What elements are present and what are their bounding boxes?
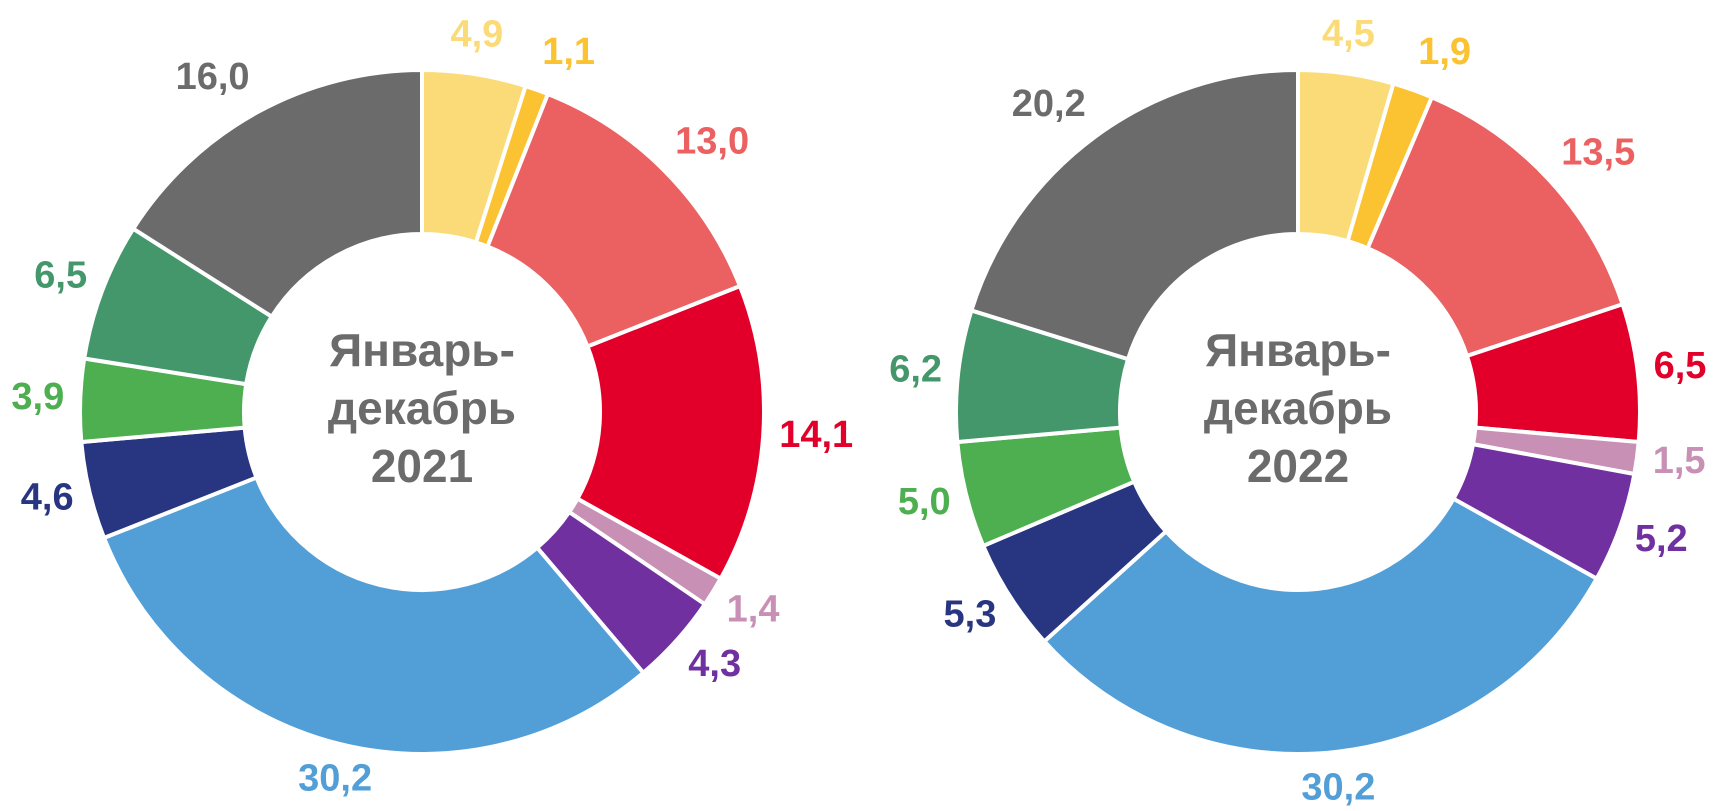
data-label: 5,3 (944, 594, 997, 636)
data-label: 13,5 (1561, 132, 1635, 174)
data-label: 16,0 (176, 56, 250, 98)
data-label: 5,0 (898, 481, 951, 523)
donut-slice (1365, 94, 1626, 359)
donut-slice (484, 91, 743, 350)
data-label: 1,5 (1653, 440, 1706, 482)
donut-slice (574, 283, 766, 582)
donut-slice (1041, 496, 1600, 757)
data-label: 14,1 (779, 414, 853, 456)
donut-slice (130, 67, 424, 320)
center-title: декабрь (328, 382, 516, 434)
data-label: 30,2 (1301, 767, 1375, 809)
data-label: 6,5 (34, 255, 87, 297)
data-label: 4,6 (21, 477, 74, 519)
data-label: 5,2 (1635, 518, 1688, 560)
center-title: 2021 (371, 440, 473, 492)
data-label: 1,1 (542, 31, 595, 73)
data-label: 13,0 (675, 120, 749, 162)
center-title: декабрь (1204, 382, 1392, 434)
center-title: 2022 (1247, 440, 1349, 492)
center-title: Январь- (329, 324, 515, 376)
data-label: 1,4 (727, 589, 780, 631)
donut-slice (101, 474, 647, 756)
center-title: Январь- (1205, 324, 1391, 376)
data-label: 30,2 (298, 758, 372, 800)
data-label: 4,3 (688, 643, 741, 685)
data-label: 6,2 (889, 349, 942, 391)
data-label: 4,5 (1322, 13, 1375, 55)
data-label: 1,9 (1418, 31, 1471, 73)
data-label: 20,2 (1012, 83, 1086, 125)
data-label: 3,9 (11, 376, 64, 418)
donut-slice (968, 67, 1300, 362)
data-label: 6,5 (1654, 345, 1707, 387)
data-label: 4,9 (450, 14, 503, 56)
